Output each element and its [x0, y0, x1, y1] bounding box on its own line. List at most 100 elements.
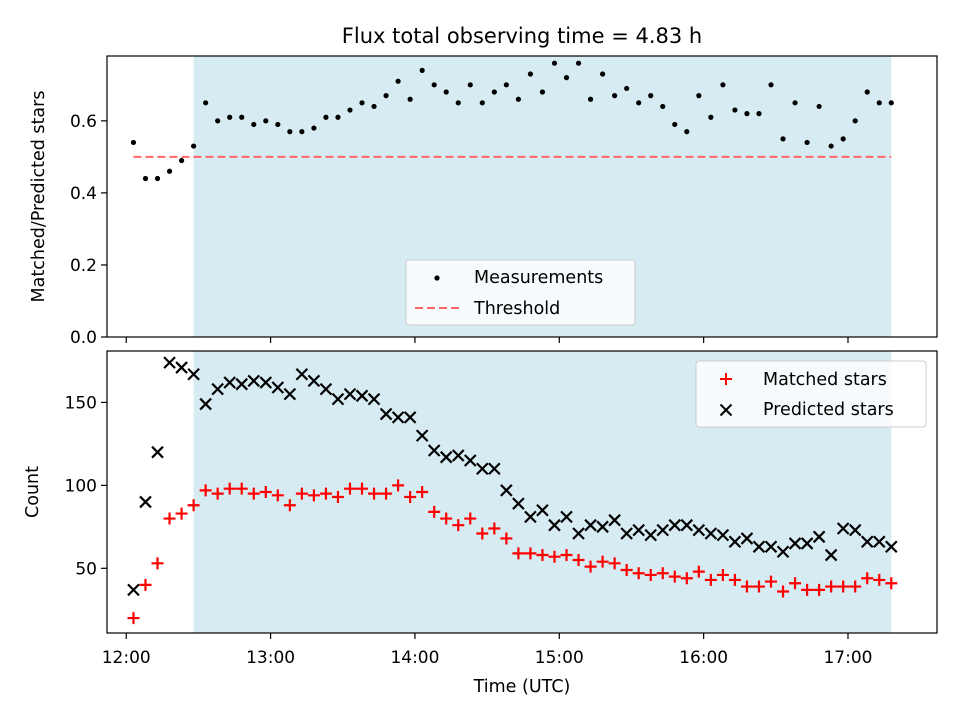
- predicted-star-point: [620, 527, 633, 540]
- predicted-star-point: [319, 382, 333, 396]
- bottom-x-ticks: 12:00 13:00 14:00 15:00 16:00 17:00: [102, 633, 872, 668]
- measurement-point: [696, 93, 702, 99]
- measurement-point: [287, 129, 293, 135]
- predicted-star-point: [175, 361, 188, 374]
- measurement-point: [359, 100, 365, 106]
- matched-star-point: [765, 575, 777, 588]
- predicted-star-point: [307, 374, 321, 388]
- x-tick-label: 16:00: [679, 648, 728, 668]
- predicted-star-point: [139, 495, 152, 509]
- bottom-y-tick-label: 50: [75, 559, 97, 579]
- predicted-star-point: [355, 389, 369, 403]
- matched-star-point: [704, 573, 717, 586]
- measurement-point: [840, 136, 846, 142]
- predicted-star-point: [776, 545, 790, 558]
- matched-star-point: [837, 580, 850, 593]
- predicted-star-point: [391, 411, 405, 424]
- matched-star-point: [873, 573, 886, 586]
- predicted-star-point: [548, 518, 561, 532]
- matched-star-point: [692, 565, 705, 578]
- matched-star-point: [283, 499, 296, 512]
- predicted-star-point: [283, 387, 297, 401]
- predicted-star-point: [788, 537, 802, 550]
- predicted-star-point: [427, 444, 441, 457]
- matched-star-point: [560, 549, 573, 562]
- top-y-axis-label: Matched/Predicted stars: [29, 91, 49, 303]
- matched-star-point: [452, 519, 465, 532]
- matched-star-point: [163, 512, 176, 525]
- matched-star-point: [392, 479, 405, 492]
- predicted-star-point: [716, 528, 730, 542]
- measurement-point: [539, 89, 546, 95]
- measurement-point: [732, 107, 738, 113]
- matched-star-point: [235, 482, 248, 495]
- matched-star-point: [464, 512, 477, 525]
- measurement-point: [816, 103, 822, 110]
- matched-stars-series: [127, 479, 898, 625]
- top-y-tick-label: 0.4: [70, 184, 97, 204]
- measurement-point: [323, 114, 329, 120]
- measurement-point: [227, 114, 233, 120]
- matched-star-point: [825, 580, 838, 593]
- measurement-point: [299, 129, 305, 135]
- matched-star-point: [199, 484, 212, 497]
- matched-star-point: [524, 547, 537, 560]
- matched-star-point: [752, 580, 765, 593]
- predicted-stars-series: [127, 356, 898, 597]
- measurement-point: [191, 143, 197, 149]
- measurement-point: [587, 96, 594, 102]
- predicted-star-point: [632, 523, 645, 537]
- measurement-point: [804, 139, 810, 146]
- predicted-star-point: [235, 377, 249, 391]
- matched-star-point: [404, 490, 417, 503]
- predicted-star-point: [127, 583, 140, 597]
- predicted-star-point: [764, 540, 778, 554]
- top-legend: Measurements Threshold: [405, 259, 636, 326]
- measurement-point: [672, 121, 678, 128]
- x-tick-label: 17:00: [823, 648, 872, 668]
- measurement-point: [455, 100, 461, 106]
- matched-star-point: [861, 572, 874, 585]
- measurement-point: [648, 93, 654, 99]
- predicted-star-point: [367, 392, 381, 406]
- x-tick-label: 14:00: [390, 648, 439, 668]
- matched-star-point: [319, 487, 332, 500]
- measurement-point: [407, 96, 413, 102]
- predicted-star-point: [848, 523, 862, 537]
- measurement-point: [551, 60, 558, 66]
- predicted-star-point: [872, 535, 886, 549]
- matched-star-point: [175, 507, 188, 520]
- measurement-point: [708, 114, 714, 120]
- matched-star-point: [801, 583, 814, 596]
- predicted-star-point: [403, 411, 417, 424]
- predicted-star-point: [187, 367, 200, 381]
- x-tick-label: 12:00: [102, 648, 151, 668]
- measurement-point: [852, 118, 858, 124]
- predicted-star-point: [800, 537, 814, 550]
- measurement-point: [888, 100, 894, 106]
- matched-star-point: [259, 486, 272, 498]
- matched-star-point: [572, 554, 585, 567]
- x-axis-label: Time (UTC): [473, 677, 571, 697]
- predicted-star-point: [728, 535, 742, 549]
- predicted-star-point: [439, 450, 453, 464]
- matched-star-point: [548, 550, 561, 563]
- measurement-point: [720, 82, 726, 88]
- matched-star-point: [343, 482, 356, 495]
- matched-star-point: [620, 563, 633, 576]
- measurement-point: [467, 82, 473, 88]
- measurement-point: [479, 100, 485, 106]
- measurement-point: [275, 121, 281, 128]
- predicted-star-point: [836, 522, 850, 535]
- top-axes-frame: [106, 55, 938, 338]
- bottom-legend: Matched stars Predicted stars: [695, 360, 927, 428]
- matched-star-point: [813, 583, 826, 596]
- measurement-point: [142, 175, 149, 182]
- bottom-y-ticks: 50 100 150: [65, 393, 107, 579]
- predicted-star-point: [704, 527, 718, 540]
- top-y-tick-label: 0.2: [70, 256, 97, 276]
- matched-star-point: [596, 555, 609, 568]
- bottom-legend-box: [695, 360, 927, 428]
- measurement-point: [347, 107, 353, 113]
